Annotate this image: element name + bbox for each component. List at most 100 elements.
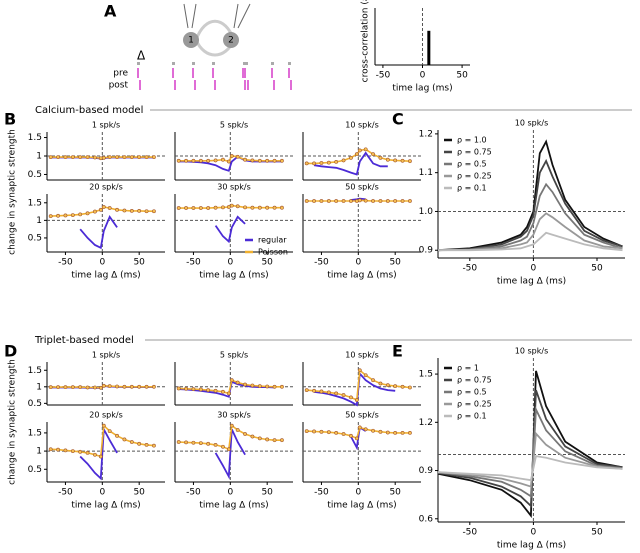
series-marker [243,157,247,162]
series-marker [371,428,375,433]
legend-label: ρ = 0.25 [457,172,492,181]
series-marker [152,384,156,389]
series-marker [393,158,398,163]
y-tick-label: 0.5 [28,399,42,409]
series-marker [400,158,405,163]
x-axis-label: time lag (ms) [392,84,452,94]
delta-label: Δ [137,49,146,63]
x-tick-label: 50 [261,488,273,498]
x-tick-label: 0 [227,258,233,268]
y-axis-label: cross-correlation (a.u.) [361,0,371,82]
y-tick-label: 1.5 [28,133,42,143]
x-tick-label: 50 [591,264,603,274]
series-marker [115,384,119,389]
series-marker [78,385,83,390]
series-line [214,428,246,480]
series-marker [400,384,405,389]
series-marker [129,384,134,389]
series-line [79,214,118,250]
series-marker [98,385,103,390]
series-marker [250,158,255,163]
series-marker [349,433,353,438]
series-marker [213,158,218,163]
x-tick-label: 50 [389,488,401,498]
series-marker [85,155,90,160]
y-tick-label: 1 [36,382,42,392]
series-marker [226,159,231,164]
y-tick-label: 1.0 [419,207,434,217]
series-marker [176,158,181,163]
series-marker [304,199,309,203]
series-marker [280,158,284,163]
x-tick-label: -50 [462,264,477,274]
x-axis-label: time lag Δ (ms) [497,277,566,287]
series-line [437,182,623,252]
series-marker [272,158,277,163]
series-line [438,231,623,252]
x-tick-label: 0 [227,488,233,498]
series-marker [184,386,188,391]
chart-title: 20 spk/s [89,183,122,192]
legend-label: Poisson [258,248,288,257]
x-tick-label: -50 [186,488,201,498]
series-marker [63,448,68,453]
spike-pair-marks [137,62,291,65]
x-axis-label: time lag Δ (ms) [71,501,140,511]
series-marker [213,205,218,210]
series-marker [319,199,324,203]
series-marker [349,395,353,400]
series-marker [319,389,324,394]
x-tick-label: -50 [462,528,477,538]
series-marker [265,437,270,442]
series-line [437,431,623,488]
x-tick-label: 50 [133,488,145,498]
panel-letter: D [4,342,17,361]
series-marker [107,384,112,389]
series-marker [70,213,75,217]
series-marker [319,429,324,434]
series-marker [122,384,127,389]
series-marker [265,205,270,210]
x-tick-label: 0 [99,258,105,268]
x-axis-label: time lag Δ (ms) [71,271,140,281]
series-marker [184,206,188,210]
series-marker [226,447,231,452]
series-marker [229,423,234,428]
series-marker [312,161,316,166]
series-marker [226,205,231,209]
series-marker [354,152,359,157]
series-marker [341,158,346,163]
series-marker [137,155,142,160]
series-marker [122,437,127,442]
series-marker [400,431,405,435]
legend-label: ρ = 1.0 [457,136,487,145]
row-label: pre [113,69,128,79]
series-marker [206,388,211,393]
section-title: Triplet-based model [34,335,134,346]
x-tick-label: 0 [355,488,361,498]
y-axis-label: change in synaptic strength [8,359,18,485]
x-tick-label: -50 [58,258,73,268]
x-axis-label: time lag Δ (ms) [199,501,268,511]
legend-label: ρ = 0.5 [457,388,487,397]
series-marker [101,383,106,388]
legend-label: ρ = 0.25 [457,400,492,409]
series-marker [378,429,383,434]
series-marker [221,205,225,210]
x-tick-label: 0 [355,258,361,268]
series-marker [152,209,156,214]
series-marker [129,208,134,213]
series-marker [257,436,262,441]
series-marker [48,214,53,219]
legend-label: ρ = 0.1 [457,184,487,193]
chart-title: 30 spk/s [217,411,250,420]
y-tick-label: 0.9 [419,246,434,256]
series-marker [48,385,53,390]
x-tick-label: 0 [99,488,105,498]
series-marker [191,387,196,392]
series-marker [334,160,339,164]
series-marker [349,199,353,203]
series-marker [63,155,68,160]
series-marker [107,429,112,433]
x-axis-label: time lag Δ (ms) [199,271,268,281]
